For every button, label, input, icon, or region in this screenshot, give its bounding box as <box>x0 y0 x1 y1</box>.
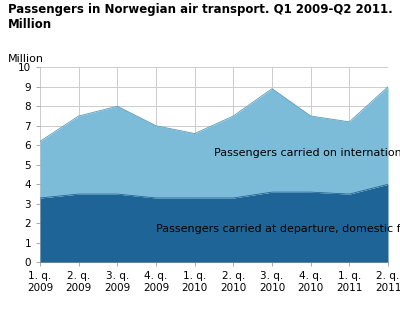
Text: Passengers in Norwegian air transport. Q1 2009-Q2 2011. Million: Passengers in Norwegian air transport. Q… <box>8 3 393 31</box>
Text: Passengers carried at departure, domestic flights: Passengers carried at departure, domesti… <box>156 224 400 234</box>
Text: Passengers carried on international flights: Passengers carried on international flig… <box>214 148 400 158</box>
Text: Million: Million <box>8 54 44 64</box>
